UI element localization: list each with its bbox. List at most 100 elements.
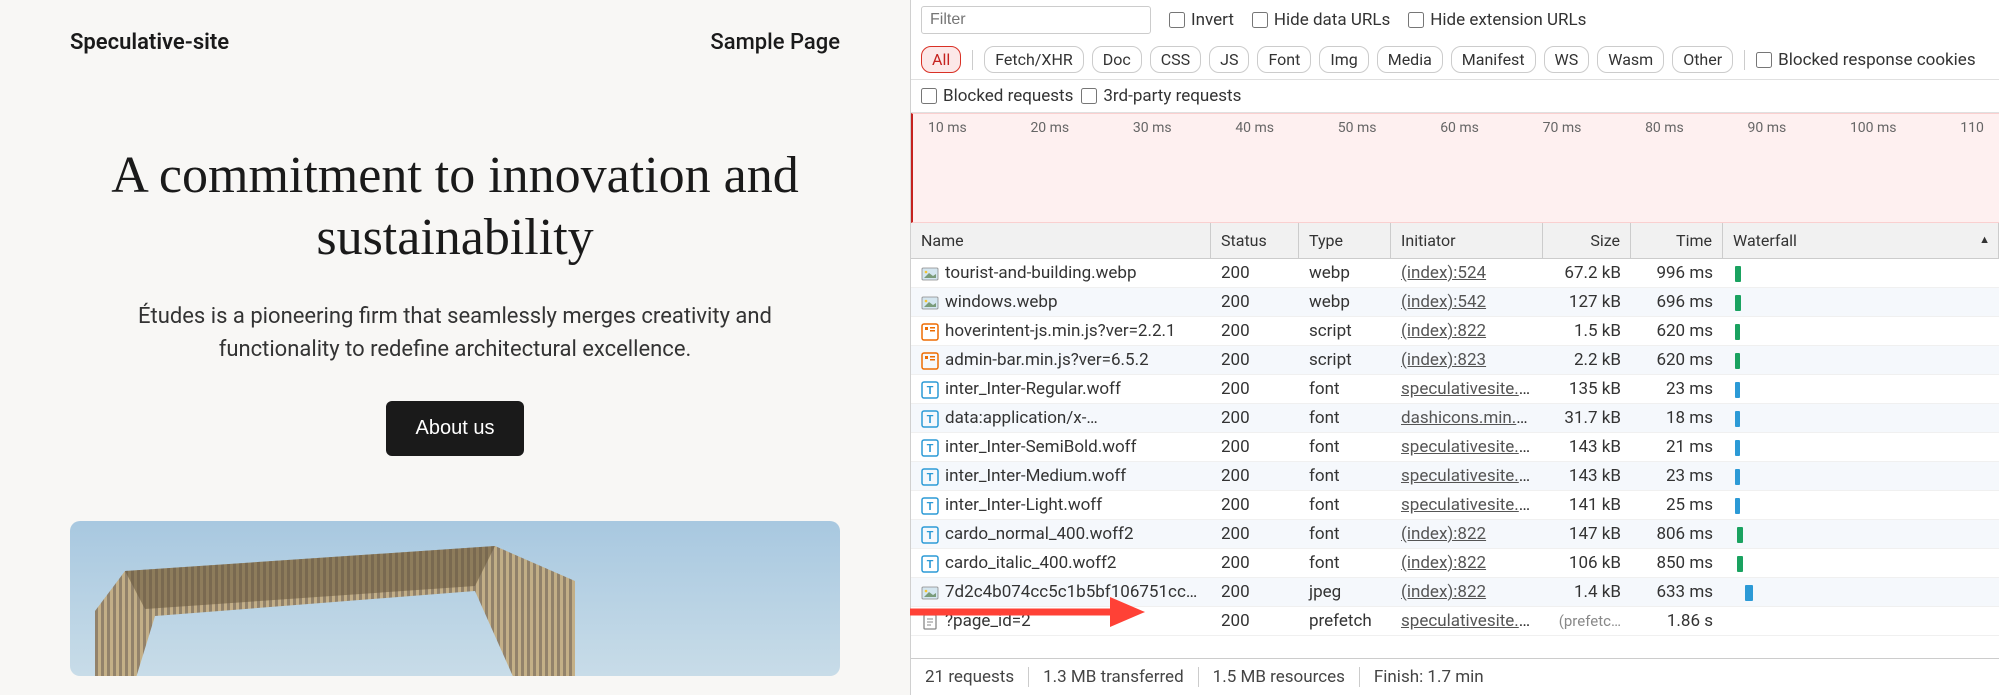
- table-row[interactable]: tourist-and-building.webp200webp(index):…: [911, 259, 1999, 288]
- col-header-time[interactable]: Time: [1631, 223, 1723, 258]
- table-row[interactable]: admin-bar.min.js?ver=6.5.2200script(inde…: [911, 346, 1999, 375]
- filter-pill-media[interactable]: Media: [1377, 46, 1443, 73]
- summary-finish: Finish: 1.7 min: [1360, 667, 1498, 687]
- table-row[interactable]: Tinter_Inter-SemiBold.woff200fontspecula…: [911, 433, 1999, 462]
- cell-size: 143 kB: [1543, 462, 1631, 490]
- font-icon: T: [921, 410, 939, 428]
- cell-size: 106 kB: [1543, 549, 1631, 577]
- cell-initiator: (index):823: [1391, 346, 1543, 374]
- initiator-link[interactable]: speculativesite.kir: [1401, 466, 1537, 486]
- filter-pill-manifest[interactable]: Manifest: [1451, 46, 1536, 73]
- img-icon: [921, 294, 939, 312]
- blocked-requests-checkbox[interactable]: Blocked requests: [921, 86, 1073, 106]
- timeline-tick: 90 ms: [1748, 120, 1787, 136]
- initiator-link[interactable]: (index):524: [1401, 263, 1486, 283]
- svg-text:T: T: [927, 413, 934, 426]
- filter-pill-wasm[interactable]: Wasm: [1597, 46, 1664, 73]
- cell-waterfall: [1723, 549, 1999, 577]
- table-row[interactable]: hoverintent-js.min.js?ver=2.2.1200script…: [911, 317, 1999, 346]
- filter-pill-doc[interactable]: Doc: [1092, 46, 1142, 73]
- cell-type: font: [1299, 549, 1391, 577]
- initiator-link[interactable]: (index):822: [1401, 553, 1486, 573]
- cell-status: 200: [1211, 578, 1299, 606]
- summary-transferred: 1.3 MB transferred: [1029, 667, 1199, 687]
- third-party-checkbox[interactable]: 3rd-party requests: [1081, 86, 1241, 106]
- summary-bar: 21 requests 1.3 MB transferred 1.5 MB re…: [911, 658, 1999, 695]
- table-row[interactable]: Tinter_Inter-Medium.woff200fontspeculati…: [911, 462, 1999, 491]
- cell-type: font: [1299, 375, 1391, 403]
- svg-text:T: T: [927, 442, 934, 455]
- cell-name: Tcardo_normal_400.woff2: [911, 520, 1211, 548]
- filter-pill-img[interactable]: Img: [1319, 46, 1368, 73]
- table-row[interactable]: Tinter_Inter-Regular.woff200fontspeculat…: [911, 375, 1999, 404]
- filter-pill-ws[interactable]: WS: [1544, 46, 1590, 73]
- hide-ext-urls-checkbox[interactable]: Hide extension URLs: [1408, 10, 1586, 30]
- filter-pill-other[interactable]: Other: [1672, 46, 1733, 73]
- col-header-status[interactable]: Status: [1211, 223, 1299, 258]
- filter-pill-js[interactable]: JS: [1209, 46, 1249, 73]
- hide-data-urls-checkbox[interactable]: Hide data URLs: [1252, 10, 1390, 30]
- invert-checkbox[interactable]: Invert: [1169, 10, 1234, 30]
- font-icon: T: [921, 468, 939, 486]
- timeline-tick: 70 ms: [1543, 120, 1582, 136]
- initiator-link[interactable]: speculativesite.kir: [1401, 495, 1537, 515]
- cell-name: hoverintent-js.min.js?ver=2.2.1: [911, 317, 1211, 345]
- font-icon: T: [921, 555, 939, 573]
- table-row[interactable]: Tcardo_italic_400.woff2200font(index):82…: [911, 549, 1999, 578]
- cell-waterfall: [1723, 346, 1999, 374]
- filter-input[interactable]: [921, 6, 1151, 34]
- cell-waterfall: [1723, 375, 1999, 403]
- initiator-link[interactable]: (index):822: [1401, 524, 1486, 544]
- filter-pill-css[interactable]: CSS: [1150, 46, 1201, 73]
- table-row[interactable]: Tcardo_normal_400.woff2200font(index):82…: [911, 520, 1999, 549]
- filter-pill-all[interactable]: All: [921, 46, 961, 73]
- col-header-size[interactable]: Size: [1543, 223, 1631, 258]
- initiator-link[interactable]: (index):823: [1401, 350, 1486, 370]
- cell-status: 200: [1211, 259, 1299, 287]
- hero-image: [70, 521, 840, 676]
- cell-size: (prefetc…: [1543, 608, 1631, 634]
- cell-waterfall: [1723, 491, 1999, 519]
- cell-status: 200: [1211, 491, 1299, 519]
- initiator-link[interactable]: speculativesite.kir: [1401, 611, 1537, 631]
- blocked-cookies-checkbox[interactable]: Blocked response cookies: [1756, 50, 1975, 70]
- table-row[interactable]: Tdata:application/x-…200fontdashicons.mi…: [911, 404, 1999, 433]
- pill-separator: [1744, 50, 1745, 70]
- cell-time: 806 ms: [1631, 520, 1723, 548]
- initiator-link[interactable]: speculativesite.kir: [1401, 379, 1537, 399]
- initiator-link[interactable]: (index):542: [1401, 292, 1486, 312]
- filter-pill-font[interactable]: Font: [1257, 46, 1311, 73]
- initiator-link[interactable]: (index):822: [1401, 321, 1486, 341]
- col-header-name[interactable]: Name: [911, 223, 1211, 258]
- timeline-tick: 30 ms: [1133, 120, 1172, 136]
- initiator-link[interactable]: dashicons.min.css: [1401, 408, 1543, 428]
- cell-initiator: (index):822: [1391, 520, 1543, 548]
- cell-initiator: speculativesite.kir: [1391, 607, 1543, 635]
- site-title[interactable]: Speculative-site: [70, 30, 229, 55]
- initiator-link[interactable]: (index):822: [1401, 582, 1486, 602]
- initiator-link[interactable]: speculativesite.kir: [1401, 437, 1537, 457]
- timeline-tick: 100 ms: [1850, 120, 1897, 136]
- cell-time: 696 ms: [1631, 288, 1723, 316]
- about-us-button[interactable]: About us: [386, 401, 525, 456]
- table-header: Name Status Type Initiator Size Time Wat…: [911, 223, 1999, 259]
- table-row[interactable]: windows.webp200webp(index):542127 kB696 …: [911, 288, 1999, 317]
- col-header-initiator[interactable]: Initiator: [1391, 223, 1543, 258]
- timeline-overview[interactable]: 10 ms20 ms30 ms40 ms50 ms60 ms70 ms80 ms…: [911, 113, 1999, 223]
- col-header-type[interactable]: Type: [1299, 223, 1391, 258]
- nav-link-sample[interactable]: Sample Page: [710, 30, 840, 55]
- col-header-waterfall[interactable]: Waterfall▲: [1723, 223, 1999, 258]
- cell-waterfall: [1723, 433, 1999, 461]
- table-row[interactable]: Tinter_Inter-Light.woff200fontspeculativ…: [911, 491, 1999, 520]
- cell-initiator: speculativesite.kir: [1391, 433, 1543, 461]
- building-graphic: [95, 531, 575, 676]
- cell-name: windows.webp: [911, 288, 1211, 316]
- js-icon: [921, 352, 939, 370]
- filter-pill-fetchxhr[interactable]: Fetch/XHR: [984, 46, 1084, 73]
- cell-size: 135 kB: [1543, 375, 1631, 403]
- filter-row-2: Blocked requests 3rd-party requests: [911, 80, 1999, 113]
- hero-section: A commitment to innovation and sustainab…: [70, 145, 840, 676]
- cell-waterfall: [1723, 520, 1999, 548]
- hide-ext-urls-label: Hide extension URLs: [1430, 10, 1586, 30]
- cell-type: font: [1299, 491, 1391, 519]
